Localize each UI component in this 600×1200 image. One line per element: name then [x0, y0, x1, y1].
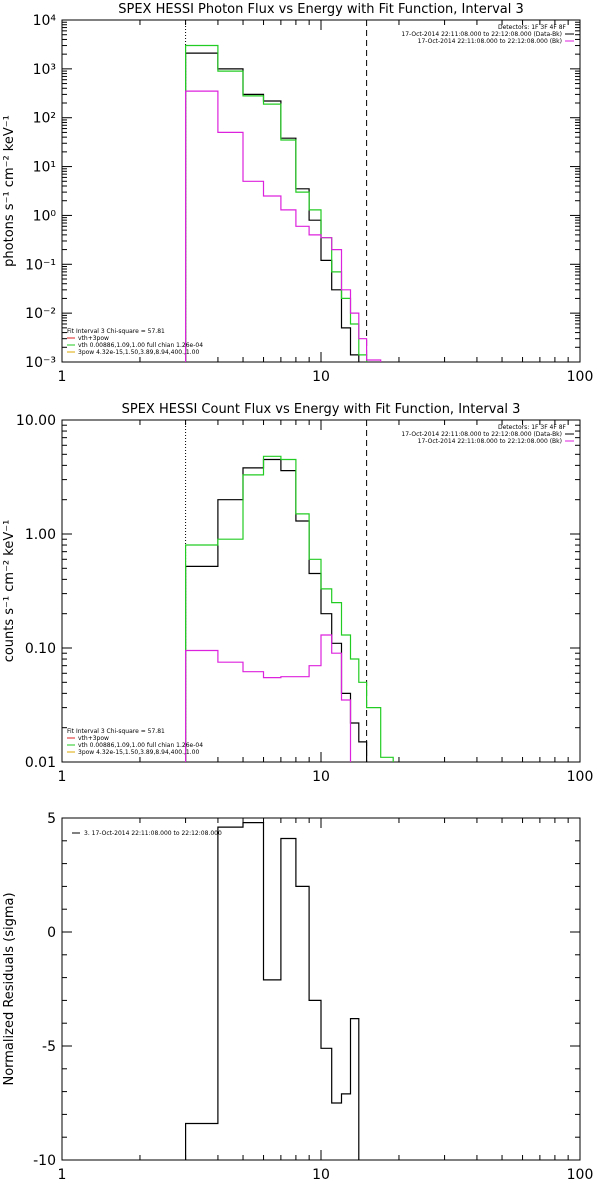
chart-panel-3: 1 10 100 -10 -5 0 5 Normalized Residuals (sigma…: [2, 811, 593, 1183]
fit-info-entry: 3pow 4.32e-15,1.50,3.89,8.94,400.,1.00: [78, 749, 199, 756]
fit-info-header: Fit Interval 3 Chi-square = 57.81: [67, 728, 165, 735]
x-tick-label: 1: [58, 369, 67, 385]
y-tick-label: 10²: [33, 111, 56, 127]
fit-info-entry: vth 0.00886,1.09,1.00 full chian 1.26e-0…: [78, 342, 203, 349]
y-tick-label: 0: [47, 925, 56, 941]
y-tick-label: 10⁻³: [25, 355, 56, 371]
fit-info-entry: vth+3pow: [78, 735, 109, 742]
series-line-3: [185, 90, 382, 362]
legend-entry: 17-Oct-2014 22:11:08.000 to 22:12:08.000…: [418, 38, 562, 45]
x-tick-label: 100: [567, 369, 594, 385]
legend-entry: 17-Oct-2014 22:11:08.000 to 22:12:08.000…: [401, 31, 562, 38]
y-axis-label: counts s⁻¹ cm⁻² keV⁻¹: [2, 520, 17, 663]
x-tick-label: 1: [58, 1167, 67, 1183]
y-tick-label: 1.00: [25, 527, 56, 543]
series-line-2: [185, 455, 394, 762]
x-tick-label: 10: [312, 769, 330, 785]
x-tick-label: 1: [58, 769, 67, 785]
y-tick-label: 10⁻¹: [25, 257, 56, 273]
series-line-2: [185, 44, 368, 362]
y-tick-label: 10⁰: [33, 208, 57, 224]
y-tick-label: 10.00: [16, 413, 56, 429]
y-tick-label: 10⁻²: [25, 306, 56, 322]
chart-panel-1: SPEX HESSI Photon Flux vs Energy with Fi…: [2, 2, 593, 385]
legend-detectors: Detectors: 1F 3F 4F 8F: [498, 424, 567, 431]
series-line-3: [185, 634, 352, 762]
y-tick-label: -5: [42, 1039, 56, 1055]
fit-info-entry: 3pow 4.32e-15,1.50,3.89,8.94,400.,1.00: [78, 349, 199, 356]
y-axis-label: Normalized Residuals (sigma): [2, 892, 17, 1085]
x-tick-label: 100: [567, 1167, 594, 1183]
y-tick-label: 10³: [33, 62, 56, 78]
chart-panel-2: SPEX HESSI Count Flux vs Energy with Fit…: [2, 402, 593, 785]
y-tick-label: 0.10: [25, 641, 56, 657]
legend-entry: 17-Oct-2014 22:11:08.000 to 22:12:08.000…: [401, 431, 562, 438]
legend-entry: 3. 17-Oct-2014 22:11:08.000 to 22:12:08.…: [84, 830, 222, 837]
y-tick-label: 10¹: [33, 160, 56, 176]
series-line-1: [185, 822, 360, 1160]
x-tick-label: 100: [567, 769, 594, 785]
y-axis-label: photons s⁻¹ cm⁻² keV⁻¹: [2, 115, 17, 267]
fit-info-entry: vth+3pow: [78, 335, 109, 342]
chart-title: SPEX HESSI Photon Flux vs Energy with Fi…: [118, 2, 524, 17]
y-tick-label: -10: [33, 1153, 56, 1169]
legend-detectors: Detectors: 1F 3F 4F 8F: [498, 24, 567, 31]
chart-title: SPEX HESSI Count Flux vs Energy with Fit…: [122, 402, 521, 417]
legend-entry: 17-Oct-2014 22:11:08.000 to 22:12:08.000…: [418, 438, 562, 445]
fit-info-header: Fit Interval 3 Chi-square = 57.81: [67, 328, 165, 335]
x-tick-label: 10: [312, 369, 330, 385]
fit-info-entry: vth 0.00886,1.09,1.00 full chian 1.26e-0…: [78, 742, 203, 749]
y-tick-label: 10⁴: [33, 13, 57, 29]
y-tick-label: 0.01: [25, 755, 56, 771]
y-tick-label: 5: [47, 811, 56, 827]
series-line-1: [185, 52, 360, 362]
x-tick-label: 10: [312, 1167, 330, 1183]
